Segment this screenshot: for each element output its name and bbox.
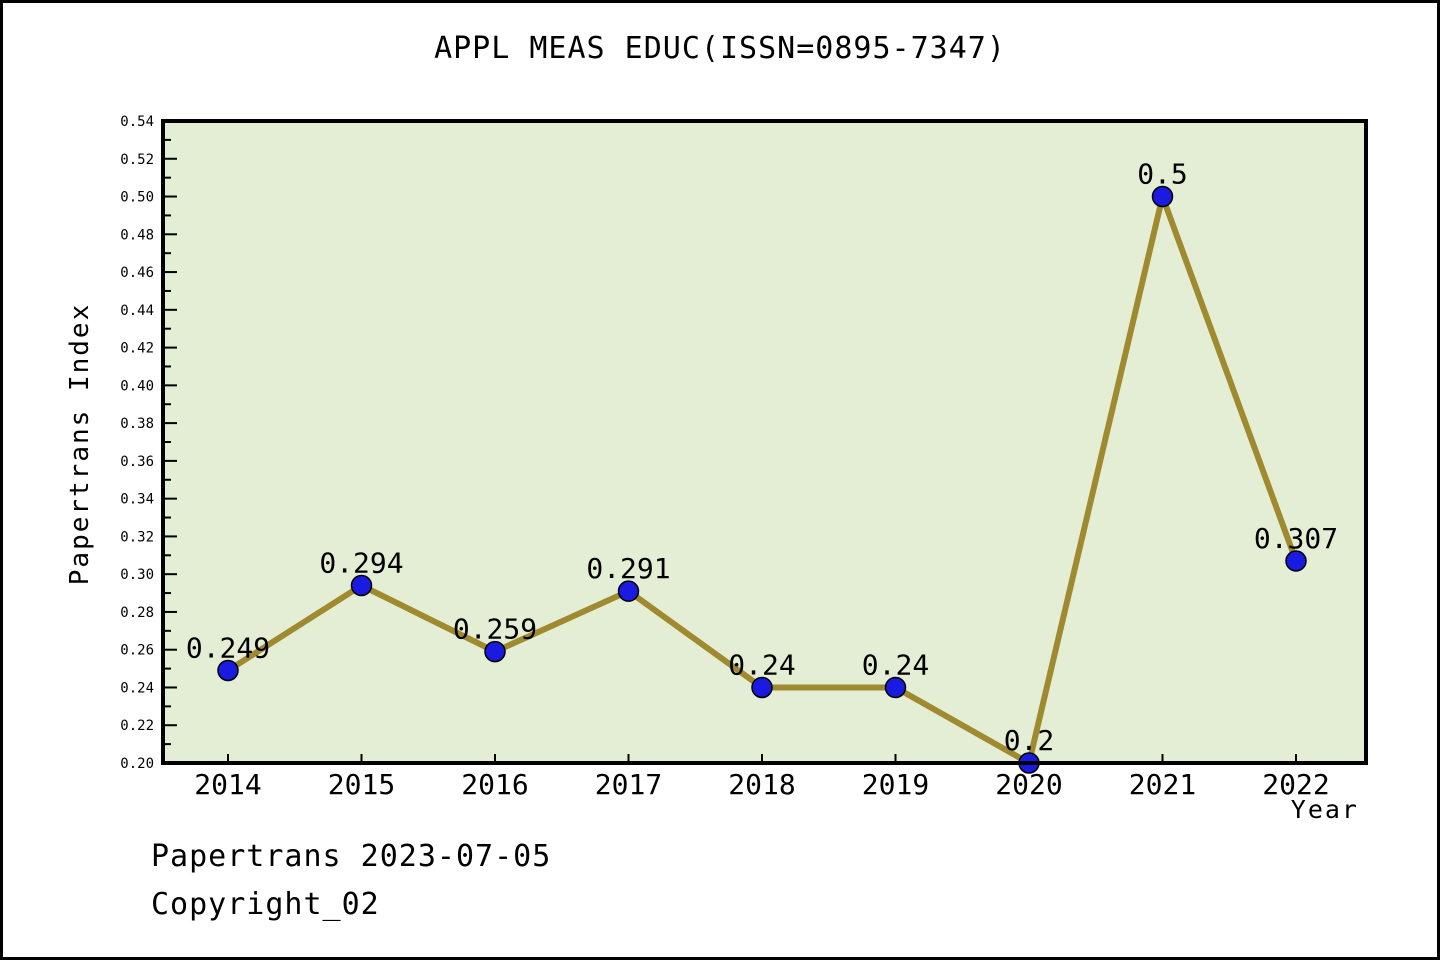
footer-date-text: Papertrans 2023-07-05 (151, 839, 552, 874)
y-tick-label: 0.22 (120, 718, 154, 734)
data-point (1151, 185, 1174, 208)
data-point (884, 676, 907, 699)
y-tick-label: 0.40 (120, 378, 154, 394)
y-tick-label: 0.26 (120, 643, 154, 659)
x-tick-label: 2022 (1262, 768, 1329, 801)
x-tick-label: 2016 (461, 768, 528, 801)
y-tick-label: 0.28 (120, 605, 154, 621)
x-tick-label: 2018 (728, 768, 795, 801)
y-tick-label: 0.48 (120, 227, 154, 243)
data-point-label: 0.5 (1137, 158, 1188, 191)
data-point-label: 0.307 (1254, 522, 1338, 555)
data-point-label: 0.24 (728, 648, 795, 681)
y-tick-label: 0.44 (120, 303, 154, 319)
plot-area (163, 121, 1366, 763)
x-tick-label: 2017 (595, 768, 662, 801)
y-tick-label: 0.36 (120, 454, 154, 470)
data-point (217, 659, 239, 682)
footer-copyright-text: Copyright_02 (151, 887, 380, 922)
data-point-label: 0.24 (862, 648, 929, 681)
y-tick-label: 0.32 (120, 529, 154, 545)
y-tick-label: 0.34 (120, 492, 154, 508)
x-tick-label: 2014 (194, 768, 261, 801)
data-point (617, 580, 640, 602)
y-tick-label: 0.42 (120, 341, 154, 357)
y-tick-label: 0.24 (120, 680, 154, 696)
data-point-label: 0.291 (586, 552, 670, 585)
line-chart-plot: 0.20 0.22 0.24 0.26 0.28 0.30 0.32 0.34 0.36 0.38… (120, 114, 1368, 801)
y-tick-label: 0.54 (120, 114, 154, 130)
data-point-label: 0.294 (319, 547, 403, 580)
data-point-label: 0.2 (1004, 724, 1055, 757)
chart-title: APPL MEAS EDUC(ISSN=0895-7347) (434, 31, 1006, 66)
x-tick-label: 2021 (1129, 768, 1196, 801)
x-tick-label: 2019 (862, 768, 929, 801)
y-tick-label: 0.20 (120, 756, 154, 772)
data-point-label: 0.259 (453, 613, 537, 646)
y-tick-label: 0.46 (120, 265, 154, 281)
data-point (1285, 550, 1307, 572)
y-tick-label: 0.30 (120, 567, 154, 583)
data-point (350, 574, 373, 597)
data-point-label: 0.249 (186, 631, 270, 664)
y-axis-label: Papertrans Index (65, 302, 95, 586)
plot-border (161, 119, 1368, 765)
x-axis-label: Year (1290, 795, 1359, 824)
y-tick-label: 0.38 (120, 416, 154, 432)
y-tick-label: 0.52 (120, 152, 154, 168)
data-point (751, 676, 773, 699)
x-tick-label: 2015 (328, 768, 395, 801)
y-tick-label: 0.50 (120, 190, 154, 206)
data-point (484, 640, 506, 663)
